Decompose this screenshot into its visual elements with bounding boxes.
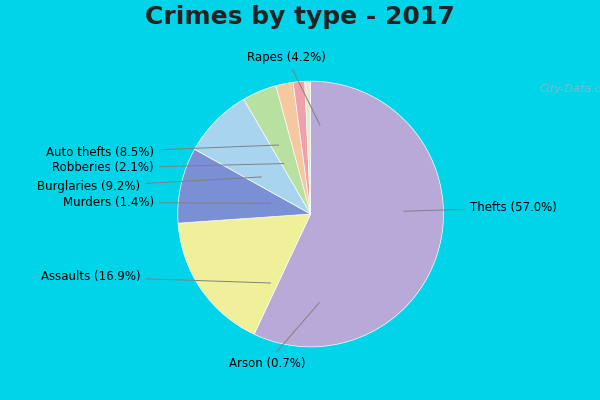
Text: Auto thefts (8.5%): Auto thefts (8.5%) xyxy=(46,145,278,158)
Wedge shape xyxy=(305,81,311,214)
Text: Rapes (4.2%): Rapes (4.2%) xyxy=(247,51,326,125)
Text: Burglaries (9.2%): Burglaries (9.2%) xyxy=(37,177,262,193)
Text: City-Data.com: City-Data.com xyxy=(539,84,600,94)
Text: Crimes by type - 2017: Crimes by type - 2017 xyxy=(145,5,455,29)
Wedge shape xyxy=(244,86,311,214)
Text: Thefts (57.0%): Thefts (57.0%) xyxy=(404,201,557,214)
Text: Arson (0.7%): Arson (0.7%) xyxy=(229,302,319,370)
Text: Robberies (2.1%): Robberies (2.1%) xyxy=(52,162,284,174)
Wedge shape xyxy=(178,149,311,223)
Wedge shape xyxy=(194,99,311,214)
Wedge shape xyxy=(276,82,311,214)
Text: Assaults (16.9%): Assaults (16.9%) xyxy=(41,270,271,284)
Wedge shape xyxy=(178,214,311,334)
Wedge shape xyxy=(293,81,311,214)
Text: Murders (1.4%): Murders (1.4%) xyxy=(63,196,271,209)
Wedge shape xyxy=(254,81,443,347)
